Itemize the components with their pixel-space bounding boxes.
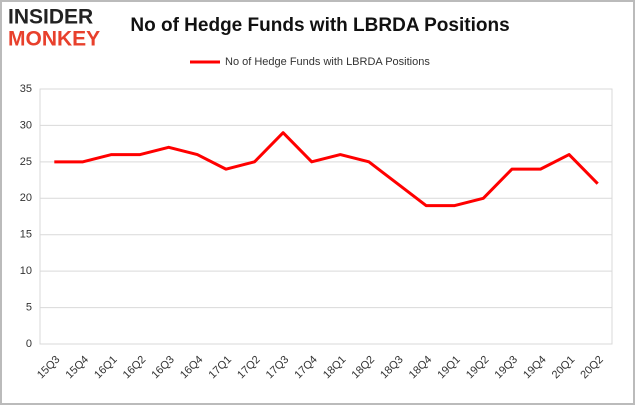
- y-tick-label: 20: [20, 192, 32, 204]
- y-tick-label: 15: [20, 229, 32, 241]
- chart-title: No of Hedge Funds with LBRDA Positions: [130, 15, 509, 36]
- y-tick-label: 25: [20, 156, 32, 168]
- logo-top: INSIDER: [8, 6, 93, 29]
- plot-border: [39, 88, 613, 345]
- y-tick-label: 10: [20, 265, 32, 277]
- y-tick-label: 5: [26, 301, 32, 313]
- y-tick-label: 0: [26, 338, 32, 350]
- logo-bottom: MONKEY: [8, 28, 100, 51]
- legend-label: No of Hedge Funds with LBRDA Positions: [225, 56, 430, 68]
- y-tick-label: 30: [20, 119, 32, 131]
- line-series: [54, 131, 599, 208]
- y-tick-label: 35: [20, 83, 32, 95]
